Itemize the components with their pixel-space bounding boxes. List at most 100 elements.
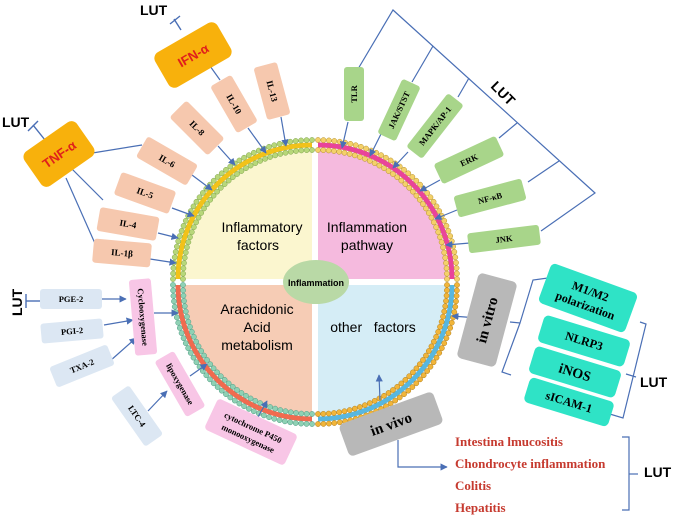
membrane-bead: [172, 249, 179, 255]
jnk-box: JNK: [467, 225, 541, 253]
membrane-bead: [180, 292, 187, 299]
svg-text:TLR: TLR: [349, 84, 359, 102]
membrane-bead: [447, 233, 454, 239]
membrane-bead: [243, 392, 249, 399]
membrane-bead: [207, 376, 213, 383]
membrane-bead: [210, 192, 217, 199]
svg-text:PGI-2: PGI-2: [61, 325, 84, 337]
in-vitro-box: in vitro: [457, 273, 517, 367]
quadrant-label: metabolism: [221, 337, 293, 353]
membrane-bead: [431, 219, 437, 226]
membrane-bead: [409, 384, 416, 390]
membrane-bead: [277, 407, 284, 413]
membrane-bead: [172, 309, 179, 315]
membrane-bead: [182, 249, 189, 256]
membrane-bead: [193, 198, 200, 205]
membrane-bead: [217, 184, 224, 191]
membrane-bead: [203, 372, 210, 379]
membrane-bead: [298, 420, 304, 427]
lut-label: LUT: [140, 2, 168, 18]
membrane-bead: [267, 404, 273, 410]
membrane-bead: [385, 390, 392, 396]
membrane-bead: [454, 287, 460, 294]
membrane-bead: [433, 203, 440, 210]
membrane-bead: [303, 147, 310, 153]
membrane-bead: [394, 383, 401, 390]
membrane-bead: [218, 170, 225, 177]
membrane-bottom-left: [170, 282, 315, 427]
center-ellipse: [283, 260, 349, 304]
membrane-bead: [433, 224, 439, 231]
membrane-bead: [325, 147, 332, 154]
membrane-bead: [320, 147, 327, 153]
membrane-bead: [378, 152, 384, 159]
membrane-bead: [416, 361, 423, 368]
membrane-bead: [191, 333, 197, 340]
membrane-bead: [444, 276, 450, 282]
membrane-bead: [180, 222, 187, 229]
center-label: Inflammation: [288, 278, 344, 288]
membrane-bead: [448, 238, 455, 245]
membrane-bead: [287, 409, 294, 416]
membrane-bead: [282, 149, 289, 156]
membrane-bead: [396, 163, 403, 170]
membrane-bead: [430, 198, 437, 205]
membrane-bead: [236, 157, 243, 164]
membrane-bead: [180, 276, 186, 282]
membrane-bead: [428, 214, 435, 221]
nlrp3-box: NLRP3: [538, 315, 630, 367]
membrane-bead: [181, 303, 188, 310]
membrane-bead: [190, 354, 197, 361]
membrane-bead: [210, 365, 217, 372]
membrane-bead: [178, 330, 185, 336]
membrane-bead: [336, 409, 343, 416]
membrane-bead: [435, 329, 442, 335]
membrane-bead: [170, 270, 176, 277]
membrane-bead: [315, 411, 321, 417]
membrane-bead: [383, 154, 389, 161]
membrane-bead: [447, 325, 454, 331]
membrane-bead: [257, 400, 264, 406]
il-4-box: IL-4: [96, 207, 160, 241]
membrane-bead: [346, 407, 353, 413]
membrane-bead: [443, 260, 449, 266]
arachidonic-boxes: PGE-2 PGI-2 TXA-2 LTC-4 Cyclooxygenase l…: [40, 278, 297, 465]
membrane-bead: [241, 403, 247, 410]
membrane-bead: [214, 384, 221, 390]
membrane-bead: [170, 293, 177, 299]
membrane-bead: [315, 421, 321, 427]
lut-label: LUT: [640, 374, 668, 390]
membrane-bead: [443, 292, 450, 299]
membrane-bead: [171, 303, 178, 310]
membrane-bead: [326, 420, 332, 427]
membrane-bead: [409, 174, 416, 180]
membrane-bead: [420, 201, 426, 207]
membrane-bead: [309, 421, 315, 427]
membrane-bead: [181, 254, 188, 261]
membrane-bead: [402, 181, 409, 187]
disease-item: Hepatitis: [455, 500, 506, 515]
membrane-bead: [381, 392, 387, 399]
membrane-bead: [417, 376, 423, 383]
membrane-bead: [201, 205, 207, 212]
inos-box: iNOS: [529, 346, 621, 398]
membrane-bead: [287, 138, 294, 145]
membrane-bead: [362, 155, 368, 162]
membrane-bead: [221, 377, 228, 383]
membrane-bead: [229, 383, 236, 390]
membrane-bead: [442, 254, 449, 261]
membrane-bead: [357, 154, 363, 160]
disease-item: Chondrocyte inflammation: [455, 456, 606, 471]
membrane-bead: [292, 138, 299, 144]
membrane-bead: [185, 345, 192, 351]
membrane-bead: [293, 148, 299, 154]
membrane-bead: [225, 380, 232, 387]
membrane-bead: [262, 155, 268, 162]
membrane-bead: [435, 229, 442, 235]
membrane-bead: [405, 170, 412, 177]
membrane-bead: [238, 390, 245, 396]
membrane-bead: [405, 387, 412, 394]
membrane-bead: [331, 410, 337, 416]
disease-item: Intestina lmucositis: [455, 434, 563, 449]
membrane-bead: [252, 160, 259, 166]
